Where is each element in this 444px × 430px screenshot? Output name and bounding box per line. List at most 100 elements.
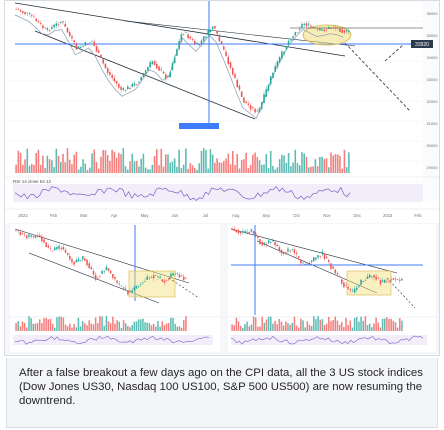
left-volume-bar — [79, 326, 82, 331]
main-candle — [238, 85, 241, 90]
main-volume-bar — [231, 150, 234, 173]
main-candle — [314, 27, 317, 29]
left-volume-bar — [26, 327, 28, 331]
main-volume-bar — [158, 165, 160, 173]
main-candle — [348, 31, 350, 33]
trendline-lower — [34, 30, 256, 120]
main-volume-bar — [290, 166, 292, 173]
left-volume-bar — [157, 321, 159, 331]
right-volume-bar — [334, 316, 337, 331]
right-candle — [308, 262, 311, 264]
left-volume-bar — [94, 317, 97, 331]
left-candle — [152, 275, 155, 279]
left-candle — [107, 268, 110, 271]
left-volume-bar — [120, 327, 123, 331]
highlight-left — [128, 270, 176, 298]
left-candle — [170, 273, 172, 278]
left-volume-bar — [152, 323, 155, 331]
main-candle — [109, 72, 111, 75]
main-candle — [249, 105, 252, 110]
main-candle — [102, 59, 104, 64]
left-candle — [167, 278, 170, 280]
x-tick-label: 2023 — [383, 213, 393, 218]
right-candle — [321, 251, 324, 255]
left-candle — [150, 276, 153, 278]
left-candle — [17, 230, 19, 232]
main-volume-bar — [348, 152, 350, 173]
main-candle — [265, 89, 268, 97]
main-candle — [189, 36, 192, 39]
left-volume-bar — [92, 324, 95, 331]
right-volume-bar — [345, 317, 347, 331]
right-candle — [291, 249, 294, 250]
left-volume-bar — [101, 316, 103, 331]
main-candle — [122, 88, 125, 90]
left-candle — [62, 247, 65, 250]
main-volume-bar — [240, 160, 243, 173]
left-volume-bar — [71, 327, 73, 331]
left-candle — [86, 259, 88, 266]
right-volume-bar — [295, 325, 298, 331]
left-candle — [73, 261, 75, 265]
main-volume-bar — [122, 148, 125, 173]
x-tick-label: Dec — [354, 213, 361, 218]
right-candle — [265, 244, 268, 245]
last-price-tag — [411, 40, 433, 48]
right-candle — [287, 248, 289, 252]
right-candle — [254, 233, 257, 236]
right-volume-bar — [368, 323, 371, 331]
left-candle — [36, 235, 39, 237]
right-volume-bar — [328, 316, 330, 331]
main-volume-bar — [185, 148, 187, 173]
main-volume-bar — [106, 155, 109, 173]
main-candle — [216, 30, 218, 34]
main-volume-bar — [100, 156, 102, 173]
main-candle — [307, 23, 310, 25]
left-candle — [21, 233, 24, 235]
secondary-chart-left[interactable] — [9, 223, 221, 353]
right-candle — [313, 257, 315, 262]
secondary-chart-right[interactable] — [227, 223, 437, 353]
left-volume-bar — [172, 317, 174, 331]
right-candle — [244, 231, 246, 233]
main-candle — [75, 44, 78, 50]
main-volume-bar — [205, 149, 207, 173]
main-volume-bar — [156, 149, 158, 173]
right-candle — [297, 256, 300, 258]
right-volume-bar — [340, 321, 343, 331]
left-volume-bar — [58, 316, 60, 331]
right-candle — [381, 280, 384, 282]
main-volume-bar — [272, 165, 274, 173]
right-volume-bar — [272, 323, 274, 331]
left-volume-bar — [114, 323, 116, 331]
main-price-chart[interactable]: 36000 35000 34000 33000 32000 31000 30000 29000… — [5, 1, 440, 223]
main-volume-bar — [178, 149, 180, 173]
right-candle — [349, 289, 352, 291]
x-tick-label: Jun — [172, 213, 179, 218]
main-candle — [341, 29, 343, 33]
right-candle — [257, 236, 259, 238]
right-volume-bar — [250, 324, 253, 331]
right-volume-bar — [379, 327, 382, 331]
main-volume-bar — [144, 167, 147, 173]
main-candle — [97, 50, 100, 53]
right-volume-bar — [366, 325, 369, 331]
main-volume-bar — [91, 153, 93, 173]
main-volume-bar — [113, 151, 116, 173]
main-volume-bar — [336, 154, 339, 173]
right-candle — [295, 252, 298, 255]
left-volume-bar — [107, 321, 110, 331]
right-candle — [259, 239, 261, 244]
main-volume-bar — [310, 166, 312, 173]
main-candle — [312, 26, 314, 28]
left-candle — [131, 290, 133, 293]
right-volume-bar — [246, 321, 248, 331]
right-volume-bar — [371, 327, 373, 331]
main-volume-bar — [321, 156, 323, 173]
right-candle — [383, 279, 386, 283]
right-candle — [388, 280, 390, 282]
left-volume-bar — [105, 316, 108, 331]
left-volume-bar — [103, 325, 105, 331]
main-volume-bar — [245, 152, 247, 173]
right-candle — [340, 279, 343, 284]
